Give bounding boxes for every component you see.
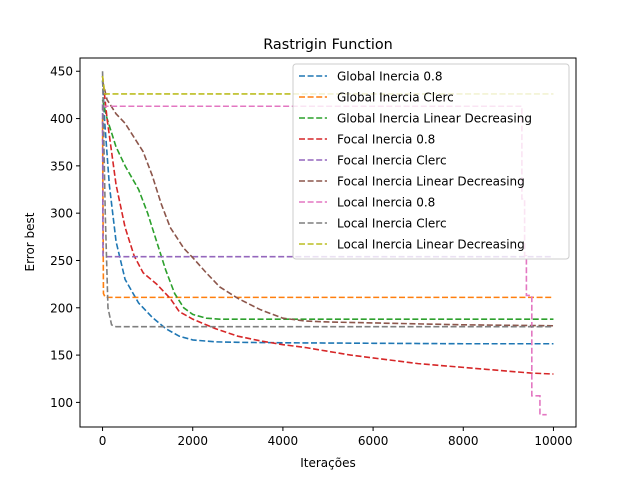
y-tick-label: 350	[50, 159, 73, 173]
series-line-6	[101, 80, 554, 327]
legend-label: Focal Inercia Linear Decreasing	[337, 175, 525, 189]
x-tick-label: 6000	[358, 434, 389, 448]
y-tick-label: 200	[50, 301, 73, 315]
legend-box	[292, 63, 570, 260]
x-tick-label: 0	[99, 434, 107, 448]
y-tick-label: 400	[50, 112, 73, 126]
legend-label: Global Inercia 0.8	[337, 70, 442, 84]
plot-lines	[101, 71, 554, 416]
series-line-8	[101, 71, 554, 328]
series-line-2	[101, 118, 554, 299]
legend-label: Global Inercia Linear Decreasing	[337, 112, 532, 126]
legend: Global Inercia 0.8 Global Inercia Clerc Gl…	[292, 63, 570, 260]
series-line-9	[101, 75, 554, 95]
legend-label: Focal Inercia Clerc	[337, 154, 447, 168]
y-tick-label: 450	[50, 65, 73, 79]
series-line-4	[101, 75, 554, 375]
series-line-3	[101, 99, 554, 320]
y-axis-label: Error best	[23, 212, 37, 271]
x-tick-label: 10000	[534, 434, 572, 448]
legend-label: Local Inercia Linear Decreasing	[337, 238, 525, 252]
y-tick-label: 300	[50, 207, 73, 221]
y-tick-label: 250	[50, 254, 73, 268]
series-line-1	[101, 80, 554, 345]
legend-label: Global Inercia Clerc	[337, 91, 454, 105]
legend-label: Local Inercia 0.8	[337, 196, 435, 210]
x-tick-label: 4000	[268, 434, 299, 448]
y-tick-label: 150	[50, 349, 73, 363]
chart-title: Rastrigin Function	[263, 37, 393, 53]
axes: 0 2000 4000 6000 8000 10000 100 150 200 250 300 350…	[50, 57, 577, 448]
plot-frame	[79, 57, 577, 428]
y-tick-label: 100	[50, 396, 73, 410]
x-axis-label: Iterações	[300, 456, 356, 470]
x-tick-label: 8000	[448, 434, 479, 448]
legend-label: Focal Inercia 0.8	[337, 133, 435, 147]
legend-label: Local Inercia Clerc	[337, 217, 447, 231]
x-tick-label: 2000	[177, 434, 208, 448]
